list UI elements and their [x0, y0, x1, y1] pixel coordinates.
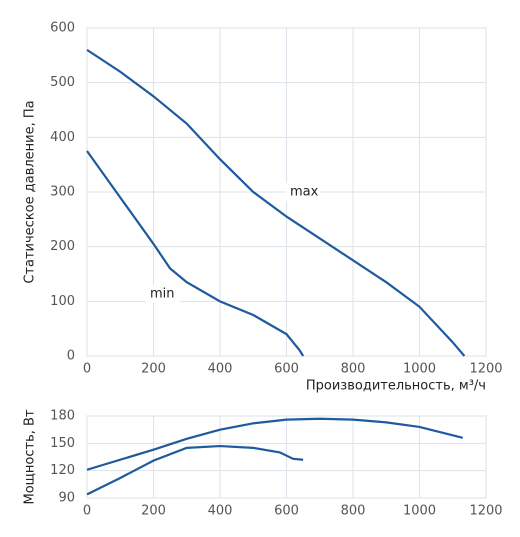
x-tick-label: 400: [208, 504, 233, 519]
x-axis-label: Производительность, м³/ч: [306, 379, 486, 394]
y-tick-label: 150: [50, 436, 75, 451]
y-tick-label: 90: [58, 491, 75, 506]
x-tick-label: 600: [274, 362, 299, 377]
x-tick-label: 0: [83, 362, 91, 377]
y-axis-label: Мощность, Вт: [23, 409, 38, 504]
y-tick-label: 0: [67, 349, 75, 364]
y-tick-label: 100: [50, 294, 75, 309]
x-tick-label: 600: [274, 504, 299, 519]
x-tick-label: 200: [141, 362, 166, 377]
series-label: max: [290, 185, 319, 200]
y-tick-label: 200: [50, 239, 75, 254]
y-tick-label: 180: [50, 409, 75, 424]
y-tick-label: 500: [50, 75, 75, 90]
label-bg: [286, 183, 320, 201]
x-tick-label: 200: [141, 504, 166, 519]
y-axis-label: Статическое давление, Па: [23, 100, 38, 283]
x-tick-label: 1200: [469, 362, 502, 377]
x-tick-label: 800: [341, 362, 366, 377]
x-tick-label: 400: [208, 362, 233, 377]
line-series: [86, 48, 466, 357]
line-series: [86, 150, 305, 357]
line-series: [86, 417, 463, 471]
label-bg: [146, 285, 180, 303]
y-tick-label: 300: [50, 185, 75, 200]
x-tick-label: 1000: [403, 362, 436, 377]
line-series: [86, 444, 304, 496]
x-tick-label: 1200: [469, 504, 502, 519]
x-tick-label: 1000: [403, 504, 436, 519]
y-tick-label: 400: [50, 130, 75, 145]
series-label: min: [150, 287, 175, 302]
x-tick-label: 0: [83, 504, 91, 519]
y-tick-label: 120: [50, 463, 75, 478]
x-tick-label: 800: [341, 504, 366, 519]
y-tick-label: 600: [50, 21, 75, 36]
